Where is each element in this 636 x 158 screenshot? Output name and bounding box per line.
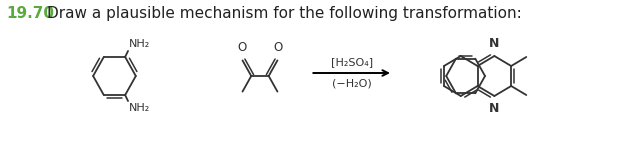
Text: NH₂: NH₂ [129,103,150,113]
Text: N: N [489,102,499,115]
Text: N: N [489,37,499,50]
Text: O: O [273,41,283,54]
Text: 19.70: 19.70 [6,6,54,21]
Text: O: O [237,41,246,54]
Text: NH₂: NH₂ [129,39,150,49]
Text: Draw a plausible mechanism for the following transformation:: Draw a plausible mechanism for the follo… [46,6,522,21]
Text: [H₂SO₄]: [H₂SO₄] [331,57,373,67]
Text: (−H₂O): (−H₂O) [332,79,371,89]
